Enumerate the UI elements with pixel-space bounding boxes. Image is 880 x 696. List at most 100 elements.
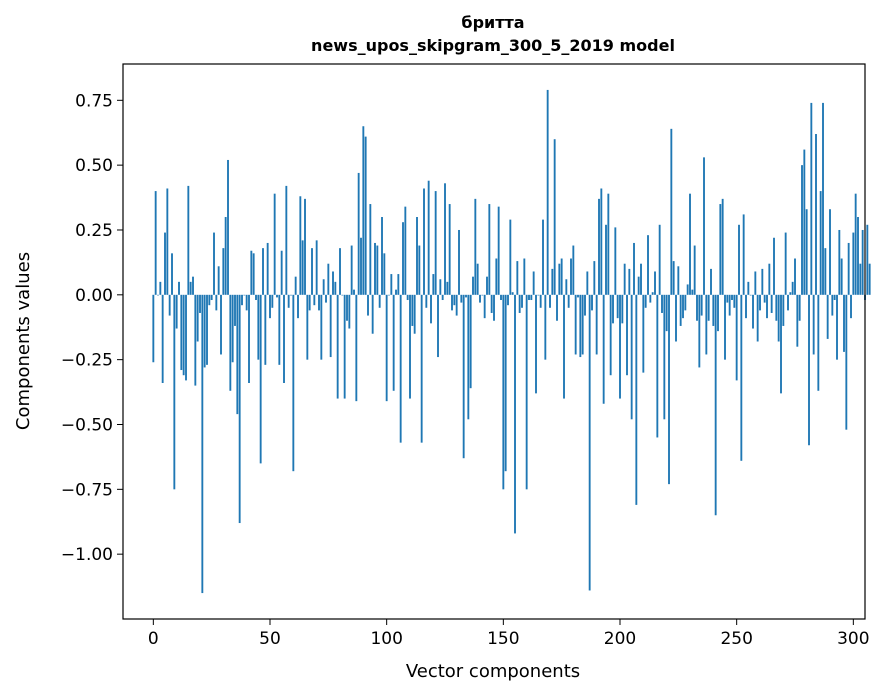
y-tick-label: −0.25 bbox=[61, 351, 113, 371]
bar-component-146 bbox=[493, 294, 495, 321]
bar-component-222 bbox=[670, 128, 673, 295]
bar-component-107 bbox=[402, 222, 404, 295]
bar-component-117 bbox=[425, 294, 428, 308]
x-tick-label: 300 bbox=[837, 629, 869, 649]
y-tick-label: 0.75 bbox=[75, 91, 113, 111]
bar-component-85 bbox=[350, 245, 353, 295]
bar-component-69 bbox=[313, 294, 316, 306]
bar-component-87 bbox=[355, 294, 358, 402]
bar-component-58 bbox=[287, 294, 290, 308]
bar-component-77 bbox=[332, 271, 334, 295]
bar-component-78 bbox=[334, 281, 337, 295]
bar-component-197 bbox=[612, 294, 614, 324]
bar-component-15 bbox=[187, 185, 190, 295]
bar-component-290 bbox=[829, 209, 831, 295]
bar-component-156 bbox=[516, 261, 519, 295]
bar-component-238 bbox=[707, 294, 710, 321]
bar-component-236 bbox=[703, 157, 705, 295]
bar-component-299 bbox=[850, 294, 852, 319]
bar-component-175 bbox=[560, 258, 563, 295]
bar-component-250 bbox=[735, 294, 738, 381]
bar-component-90 bbox=[362, 126, 365, 295]
bar-component-113 bbox=[416, 217, 418, 295]
bar-component-110 bbox=[409, 294, 411, 399]
bar-component-135 bbox=[467, 294, 470, 420]
bar-component-94 bbox=[371, 294, 374, 334]
bar-component-274 bbox=[791, 281, 794, 295]
bar-component-93 bbox=[369, 204, 372, 295]
bar-component-207 bbox=[635, 294, 638, 505]
bar-component-118 bbox=[427, 180, 430, 295]
bar-component-132 bbox=[460, 294, 463, 303]
bar-component-273 bbox=[789, 292, 792, 295]
bar-component-242 bbox=[717, 294, 719, 332]
bar-component-137 bbox=[472, 276, 474, 295]
bar-component-83 bbox=[346, 294, 348, 321]
bar-component-284 bbox=[815, 134, 817, 295]
bar-component-223 bbox=[672, 261, 675, 295]
bar-component-230 bbox=[689, 193, 691, 295]
bar-component-291 bbox=[831, 294, 834, 316]
bar-component-120 bbox=[432, 274, 435, 295]
bar-component-125 bbox=[444, 183, 446, 295]
bar-component-119 bbox=[430, 294, 432, 324]
bar-component-183 bbox=[579, 294, 582, 358]
bar-component-203 bbox=[626, 294, 628, 376]
bar-component-61 bbox=[294, 276, 297, 295]
bar-component-54 bbox=[278, 294, 281, 365]
bar-component-32 bbox=[227, 159, 229, 295]
bar-component-283 bbox=[812, 294, 815, 355]
bar-component-100 bbox=[385, 294, 388, 402]
bar-component-133 bbox=[462, 294, 465, 459]
bar-component-255 bbox=[747, 281, 750, 295]
bar-component-153 bbox=[509, 219, 512, 295]
y-tick-label: 0.00 bbox=[75, 286, 113, 306]
bar-component-245 bbox=[724, 294, 726, 360]
bar-component-8 bbox=[171, 253, 173, 295]
bar-component-0 bbox=[152, 294, 155, 363]
bar-component-200 bbox=[619, 294, 621, 399]
bar-component-141 bbox=[481, 294, 484, 296]
bar-component-91 bbox=[364, 136, 367, 295]
bar-component-139 bbox=[476, 263, 479, 295]
bar-component-49 bbox=[266, 242, 269, 295]
bar-component-300 bbox=[852, 232, 855, 295]
bar-component-66 bbox=[306, 294, 309, 360]
bar-component-247 bbox=[728, 294, 731, 316]
bar-component-212 bbox=[647, 235, 649, 295]
bar-component-248 bbox=[731, 294, 733, 301]
bar-component-9 bbox=[173, 294, 176, 490]
bar-component-174 bbox=[558, 263, 561, 295]
bar-component-304 bbox=[861, 229, 864, 295]
bar-component-50 bbox=[269, 294, 271, 319]
bar-component-260 bbox=[759, 294, 761, 311]
bar-component-35 bbox=[234, 294, 236, 326]
bar-component-233 bbox=[696, 294, 698, 321]
bar-component-171 bbox=[551, 268, 554, 295]
bar-component-140 bbox=[479, 294, 481, 303]
bar-component-75 bbox=[327, 263, 330, 295]
bar-component-73 bbox=[322, 279, 325, 295]
bar-component-44 bbox=[255, 294, 257, 301]
bar-component-181 bbox=[574, 294, 577, 355]
bar-component-98 bbox=[381, 217, 383, 295]
bar-component-188 bbox=[591, 294, 593, 311]
bar-component-43 bbox=[252, 253, 255, 295]
bar-component-62 bbox=[297, 294, 299, 319]
bar-component-285 bbox=[817, 294, 820, 391]
bar-component-152 bbox=[507, 294, 509, 306]
bar-component-241 bbox=[714, 294, 717, 516]
bar-component-257 bbox=[752, 294, 754, 329]
bar-component-258 bbox=[754, 271, 757, 295]
bar-component-229 bbox=[686, 284, 689, 295]
bar-component-37 bbox=[238, 294, 241, 524]
bar-component-264 bbox=[768, 263, 771, 295]
bar-component-244 bbox=[721, 198, 724, 295]
bar-component-176 bbox=[563, 294, 565, 399]
bar-component-159 bbox=[523, 258, 526, 295]
bar-component-184 bbox=[581, 294, 584, 355]
bar-component-55 bbox=[280, 250, 283, 295]
bar-component-231 bbox=[691, 289, 694, 295]
bar-component-65 bbox=[304, 198, 306, 295]
bar-component-272 bbox=[787, 294, 789, 311]
